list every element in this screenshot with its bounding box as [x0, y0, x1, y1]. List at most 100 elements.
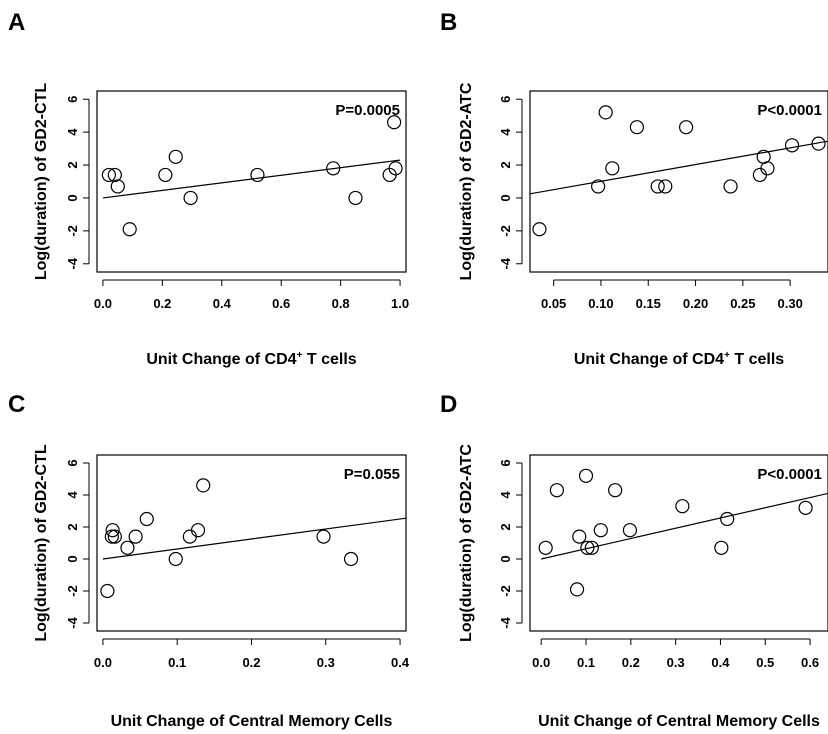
- y-tick-label: 2: [65, 523, 80, 530]
- y-tick-label: 4: [65, 128, 80, 136]
- regression-line: [541, 492, 828, 560]
- data-point: [107, 529, 122, 544]
- x-tick-label: 0.6: [801, 655, 819, 670]
- y-axis-title: Log(duration) of GD2-CTL: [33, 444, 50, 642]
- panel-b: B -4 -2 0 2 4 6 0.05 0.10 0.15 0.20 0.25 0.30 Log(dur…: [440, 9, 828, 368]
- x-tick-label: 0.5: [756, 655, 774, 670]
- data-point: [532, 222, 547, 237]
- x-tick-label: 0.1: [577, 655, 595, 670]
- panel-label: A: [8, 9, 25, 36]
- x-tick-label: 0.3: [317, 655, 335, 670]
- data-point: [104, 529, 119, 544]
- x-tick-label: 0.2: [153, 296, 171, 311]
- data-point: [343, 551, 359, 567]
- x-axis-title-main: Unit Change of CD4: [146, 351, 296, 368]
- x-tick-label: 0.20: [683, 296, 708, 311]
- data-point: [811, 136, 826, 151]
- x-axis-title-superscript: +: [724, 350, 730, 361]
- x-tick-label: 0.0: [532, 655, 550, 670]
- data-point: [678, 120, 694, 135]
- y-axis-title: Log(duration) of GD2-CTL: [33, 83, 50, 281]
- data-point: [250, 167, 265, 183]
- plot-area: [538, 468, 828, 597]
- data-point: [760, 161, 775, 176]
- x-tick-label: 0.25: [730, 296, 755, 311]
- panel-c: C -4 -2 0 2 4 6 0.0 0.1 0.2 0.3 0.4 Log(duration) of…: [8, 391, 410, 730]
- data-point: [190, 523, 206, 538]
- x-axis-title: Unit Change of Central Memory Cells: [111, 713, 393, 730]
- y-tick-label: 4: [498, 491, 513, 499]
- x-tick-label: 0.3: [667, 655, 685, 670]
- regression-line: [102, 159, 401, 199]
- data-point: [629, 120, 645, 135]
- panel-a: A -4 -2 0 2 4 6 0.0 0.2 0.4 0.6 0.8 1.0 Log(duration)…: [8, 9, 409, 368]
- x-tick-label: 0.0: [94, 296, 112, 311]
- plot-frame: [529, 90, 828, 273]
- y-tick-label: -2: [498, 225, 513, 237]
- y-tick-label: -4: [498, 616, 513, 628]
- regression-line: [102, 517, 406, 560]
- p-value-annotation: P=0.055: [344, 466, 400, 483]
- data-point: [158, 167, 173, 183]
- plot-area: [101, 115, 403, 237]
- y-tick-label: -2: [65, 585, 80, 597]
- data-point: [326, 161, 341, 176]
- x-axis-title: Unit Change of CD4+ T cells: [574, 350, 784, 368]
- plot-frame: [96, 90, 407, 273]
- data-point: [714, 540, 729, 555]
- x-axis-title-main: Unit Change of Central Memory Cells: [111, 713, 393, 730]
- x-tick-label: 0.6: [272, 296, 290, 311]
- x-axis-title-suffix: T cells: [730, 351, 784, 368]
- x-axis-title-main: Unit Change of Central Memory Cells: [538, 713, 820, 730]
- data-point: [101, 167, 116, 183]
- y-tick-label: 6: [65, 96, 80, 103]
- y-tick-label: 0: [498, 555, 513, 562]
- data-point: [658, 179, 673, 194]
- data-point: [650, 179, 665, 194]
- y-tick-label: 6: [498, 459, 513, 466]
- x-tick-label: 0.1: [168, 655, 186, 670]
- plot-frame: [529, 454, 828, 632]
- panel-label: B: [440, 9, 457, 36]
- data-point: [110, 179, 125, 194]
- x-tick-label: 0.4: [391, 655, 410, 670]
- data-point: [598, 105, 613, 120]
- x-tick-label: 0.0: [94, 655, 112, 670]
- y-tick-label: 0: [65, 555, 80, 562]
- data-point: [578, 468, 594, 483]
- data-point: [388, 161, 403, 176]
- x-tick-label: 0.30: [778, 296, 803, 311]
- data-point: [168, 149, 183, 164]
- data-point: [120, 540, 135, 555]
- data-point: [122, 222, 137, 237]
- data-point: [572, 529, 587, 544]
- data-point: [168, 551, 183, 567]
- y-tick-label: 0: [498, 194, 513, 201]
- x-axis-title: Unit Change of Central Memory Cells: [538, 713, 820, 730]
- data-point: [128, 529, 143, 544]
- y-tick-label: 6: [65, 459, 80, 466]
- y-tick-label: -4: [65, 257, 80, 269]
- data-point: [183, 190, 198, 206]
- data-point: [538, 540, 553, 555]
- data-point: [100, 583, 115, 599]
- data-point: [316, 529, 331, 544]
- x-tick-label: 0.10: [588, 296, 613, 311]
- data-point: [798, 500, 813, 515]
- x-tick-label: 0.4: [711, 655, 730, 670]
- x-tick-label: 0.2: [622, 655, 640, 670]
- plot-area: [100, 478, 406, 599]
- y-tick-label: 4: [65, 491, 80, 499]
- y-tick-label: -2: [65, 225, 80, 237]
- data-point: [622, 523, 638, 538]
- data-point: [608, 483, 623, 498]
- y-axis-title: Log(duration) of GD2-ATC: [458, 82, 475, 280]
- y-tick-label: 2: [498, 161, 513, 168]
- data-point: [752, 167, 767, 183]
- data-point: [593, 523, 608, 538]
- panel-label: D: [440, 391, 457, 418]
- regression-line: [530, 140, 828, 195]
- data-point: [605, 161, 620, 176]
- p-value-annotation: P<0.0001: [757, 466, 822, 483]
